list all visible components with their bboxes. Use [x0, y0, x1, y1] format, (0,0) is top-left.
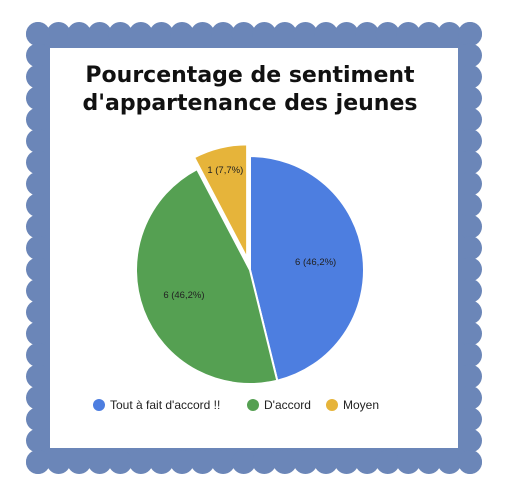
frame-scallop [26, 450, 50, 474]
legend-swatch [326, 399, 338, 411]
frame-scallop [170, 22, 194, 46]
frame-scallop [26, 407, 50, 432]
pie-slice [135, 167, 279, 385]
frame-scallop [437, 22, 462, 46]
frame-scallop [458, 171, 482, 196]
chart-title-line-2: d'appartenance des jeunes [83, 91, 418, 116]
frame-scallop [87, 22, 112, 46]
frame-scallop [26, 171, 50, 196]
frame-scallop [437, 450, 462, 474]
frame-scallop [26, 129, 50, 153]
frame-scallop [396, 450, 421, 474]
frame-scallop [26, 364, 50, 389]
frame-scallop [46, 450, 71, 474]
frame-scallop [458, 343, 482, 367]
frame-scallop [26, 300, 50, 325]
frame-scallop [272, 22, 297, 46]
frame-scallop [87, 450, 112, 474]
frame-scallop [190, 450, 215, 474]
frame-scallop [108, 450, 133, 474]
frame-scallop [252, 450, 277, 474]
frame-scallop [67, 22, 92, 46]
frame-scallop [231, 22, 256, 46]
frame-scallop [355, 22, 380, 46]
frame-scallop [458, 450, 482, 474]
frame-scallop [458, 300, 482, 325]
legend-swatch [93, 399, 105, 411]
frame-scallop [170, 450, 194, 474]
frame-scallop [375, 22, 400, 46]
frame-scallop [190, 22, 215, 46]
frame-scallop [26, 64, 50, 89]
frame-scallop [26, 214, 50, 239]
frame-scallop [231, 450, 256, 474]
chart-title-line-1: Pourcentage de sentiment [85, 63, 415, 88]
pie-chart: 6 (46,2%) 6 (46,2%) 1 (7,7%) [135, 143, 365, 385]
pie-slice [192, 143, 249, 259]
frame-scallop [355, 450, 380, 474]
frame-scallop [26, 86, 50, 111]
frame-scallop [458, 407, 482, 432]
frame-scallop [293, 450, 318, 474]
frame-scallop [314, 450, 338, 474]
frame-scallop [458, 236, 482, 260]
frame-scallop [416, 22, 441, 46]
frame-scallop [128, 450, 153, 474]
frame-scallop [458, 64, 482, 89]
frame-scallop [26, 257, 50, 282]
legend-label: D'accord [264, 398, 311, 412]
frame-scallop [26, 22, 50, 46]
frame-scallop [67, 450, 92, 474]
slice-data-label: 1 (7,7%) [207, 165, 243, 176]
frame-scallop [458, 129, 482, 153]
frame-scallop [26, 278, 50, 303]
frame-scallop [458, 257, 482, 282]
frame-scallop [26, 428, 50, 453]
frame-scallop [149, 22, 174, 46]
frame-scallop [46, 22, 71, 46]
frame-scallop [458, 321, 482, 346]
frame-scallop [26, 321, 50, 346]
frame-scallop [396, 22, 421, 46]
frame-scallop [458, 22, 482, 46]
frame-scallop [458, 43, 482, 68]
slice-data-label: 6 (46,2%) [163, 290, 204, 301]
frame-scallop [211, 22, 236, 46]
frame-scallop [334, 22, 359, 46]
frame-scallop [458, 385, 482, 410]
legend-label: Moyen [343, 398, 379, 412]
pie-slice [249, 154, 365, 382]
frame-scallop [252, 22, 277, 46]
frame-scallop [26, 150, 50, 175]
frame-scallop [26, 236, 50, 260]
frame-scallop [458, 428, 482, 453]
frame-scallop [26, 43, 50, 68]
legend-swatch [247, 399, 259, 411]
frame-scallop [293, 22, 318, 46]
frame-scallop [26, 385, 50, 410]
frame-scallop [375, 450, 400, 474]
chart-legend: Tout à fait d'accord !! D'accord Moyen [93, 398, 379, 412]
frame-scallop [272, 450, 297, 474]
frame-scallop [416, 450, 441, 474]
frame-scallop [26, 107, 50, 132]
frame-scallop [149, 450, 174, 474]
frame-scallop [211, 450, 236, 474]
frame-scallop [26, 193, 50, 218]
frame-scallop [458, 214, 482, 239]
frame-scallop [314, 22, 338, 46]
frame-scallop [26, 343, 50, 367]
legend-label: Tout à fait d'accord !! [110, 398, 220, 412]
slice-data-label: 6 (46,2%) [295, 257, 336, 268]
frame-scallop [458, 278, 482, 303]
frame-scallop [334, 450, 359, 474]
frame-scallop [458, 150, 482, 175]
frame-scallop [458, 364, 482, 389]
frame-scallop [458, 86, 482, 111]
frame-scallop [458, 193, 482, 218]
frame-scallop [108, 22, 133, 46]
frame-scallop [128, 22, 153, 46]
frame-scallop [458, 107, 482, 132]
